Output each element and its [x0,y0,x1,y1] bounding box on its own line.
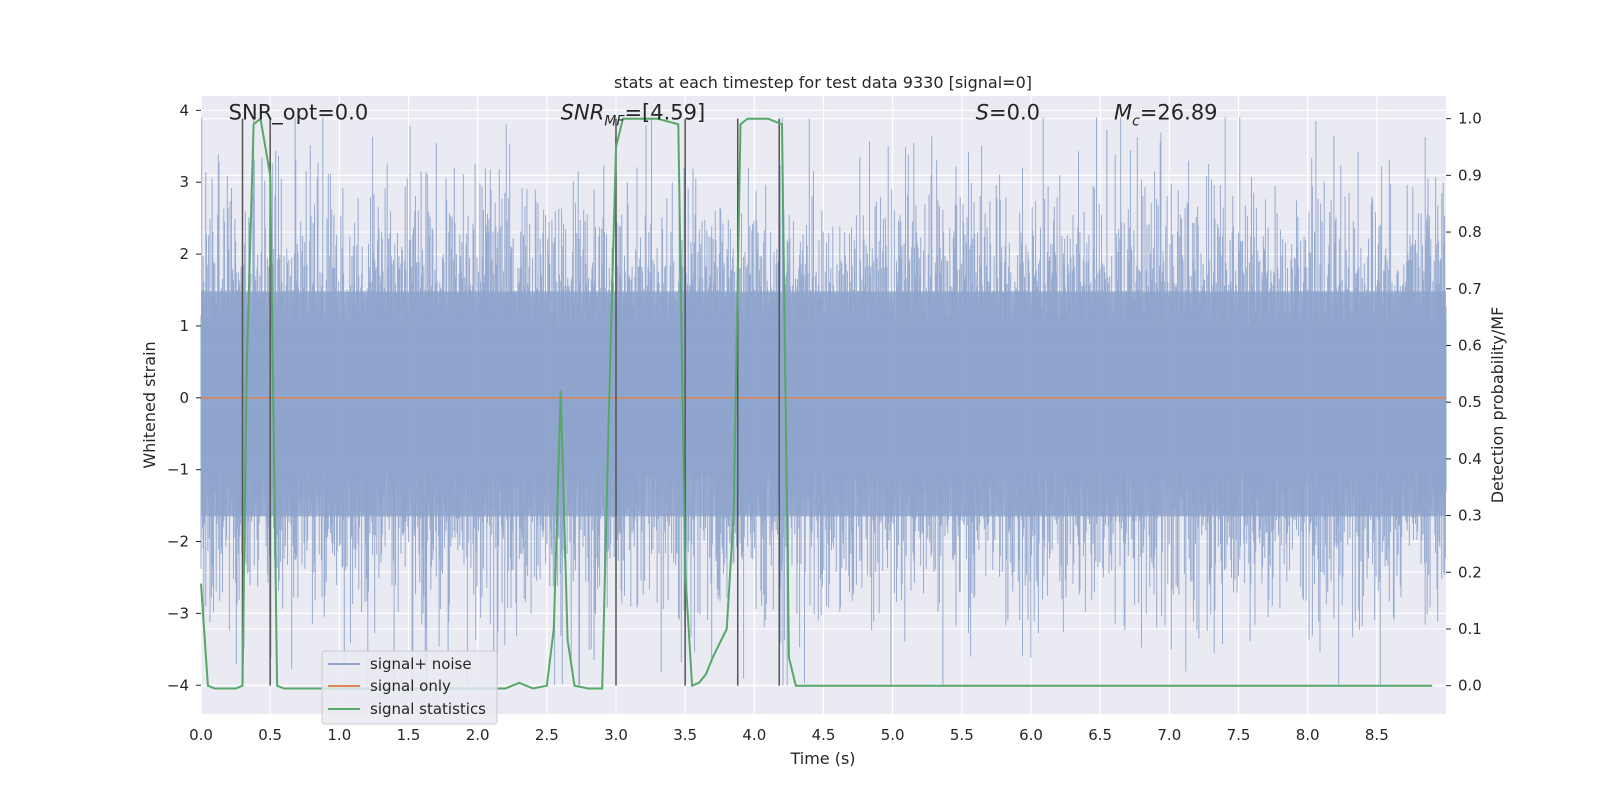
legend-label-signal-only: signal only [370,677,451,695]
x-tick-label: 0.5 [258,726,282,744]
y-left-tick-label: −4 [167,676,189,694]
y-right-tick-label: 0.3 [1458,507,1482,525]
y-axis-left-ticks: −4 −3 −2 −1 0 1 2 3 4 [167,101,201,694]
x-tick-label: 5.5 [950,726,974,744]
y-right-tick-label: 0.6 [1458,336,1482,354]
y-right-tick-label: 0.8 [1458,223,1482,241]
x-tick-label: 6.5 [1088,726,1112,744]
y-right-tick-label: 0.0 [1458,677,1482,695]
y-axis-left-label: Whitened strain [140,341,159,468]
chart-title: stats at each timestep for test data 933… [614,73,1032,92]
annotation-chirp-mass: Mc=26.89 [1114,101,1218,130]
y-left-tick-label: 0 [179,389,189,407]
y-left-tick-label: 1 [179,317,189,335]
x-tick-label: 5.0 [881,726,905,744]
x-tick-label: 7.5 [1227,726,1251,744]
y-axis-right-label: Detection probability/MF [1488,307,1507,504]
x-tick-label: 7.0 [1157,726,1181,744]
y-axis-right-ticks: 0.0 0.1 0.2 0.3 0.4 0.5 0.6 0.7 0.8 0.9 1.0 [1446,110,1482,695]
x-tick-label: 3.5 [673,726,697,744]
x-tick-label: 2.5 [535,726,559,744]
x-tick-label: 4.0 [742,726,766,744]
annotation-snr-opt: SNR_opt=0.0 [229,101,369,126]
x-tick-label: 8.5 [1365,726,1389,744]
y-left-tick-label: 3 [179,173,189,191]
x-tick-label: 4.5 [812,726,836,744]
y-right-tick-label: 1.0 [1458,110,1482,128]
x-tick-label: 1.0 [327,726,351,744]
series-signal-statistics [200,116,1433,690]
signal-statistics-line [200,116,1433,690]
x-axis-label: Time (s) [789,749,855,768]
x-tick-label: 3.0 [604,726,628,744]
x-tick-label: 8.0 [1296,726,1320,744]
y-right-tick-label: 0.9 [1458,166,1482,184]
x-tick-label: 2.0 [466,726,490,744]
x-tick-label: 6.0 [1019,726,1043,744]
annotation-s-stat: S=0.0 [976,101,1040,125]
x-axis-ticks: 0.0 0.5 1.0 1.5 2.0 2.5 3.0 3.5 4.0 4.5 5.0 5.5 6.0 6… [189,726,1389,744]
legend-label-signal-noise: signal+ noise [370,655,472,673]
x-tick-label: 0.0 [189,726,213,744]
y-right-tick-label: 0.4 [1458,450,1482,468]
y-left-tick-label: 2 [179,245,189,263]
annotations: SNR_opt=0.0 SNRMF=[4.59] S=0.0 Mc=26.89 [229,101,1218,130]
y-left-tick-label: −2 [167,533,189,551]
legend-box [321,650,498,725]
y-right-tick-label: 0.1 [1458,620,1482,638]
y-right-tick-label: 0.2 [1458,563,1482,581]
y-left-tick-label: −3 [167,604,189,622]
legend-label-signal-statistics: signal statistics [370,700,486,718]
y-right-tick-label: 0.5 [1458,393,1482,411]
y-right-tick-label: 0.7 [1458,280,1482,298]
series-signal-noise [200,117,1447,686]
y-left-tick-label: 4 [179,101,189,119]
y-left-tick-label: −1 [167,461,189,479]
legend: signal+ noise signal only signal statist… [321,650,498,725]
x-tick-label: 1.5 [397,726,421,744]
annotation-snr-mf: SNRMF=[4.59] [561,101,706,130]
